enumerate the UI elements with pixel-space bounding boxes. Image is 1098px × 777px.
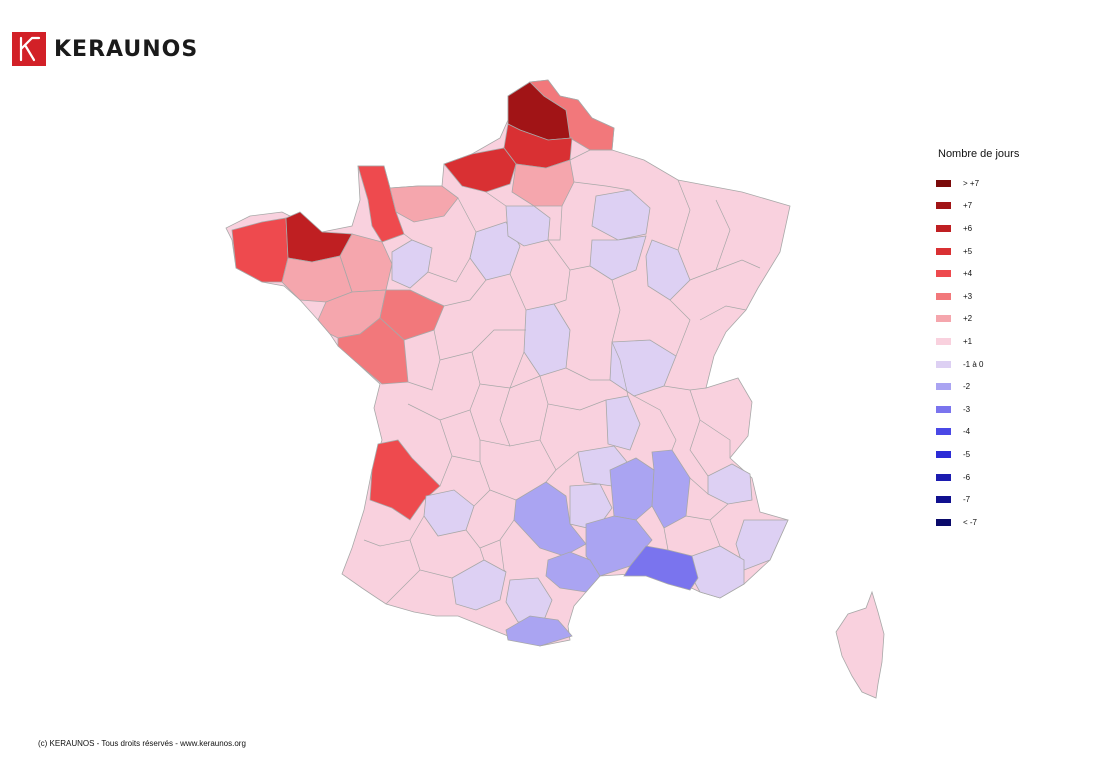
keraunos-logo-icon (12, 32, 46, 66)
legend-swatch (936, 247, 951, 255)
legend-label: -1 à 0 (963, 359, 984, 369)
legend-item: +6 (936, 217, 1019, 240)
legend-swatch (936, 270, 951, 278)
legend-label: > +7 (963, 178, 980, 188)
legend-item: -7 (936, 488, 1019, 511)
legend-item: -4 (936, 421, 1019, 444)
department-bouches-du-rhone (623, 545, 699, 591)
legend-swatch (936, 405, 951, 413)
legend-item: +7 (936, 195, 1019, 218)
legend-item: < -7 (936, 511, 1019, 534)
legend-swatch (936, 337, 951, 345)
legend-item: -6 (936, 466, 1019, 489)
brand-name: KERAUNOS (54, 36, 199, 62)
legend-label: -2 (963, 382, 971, 392)
department-nord-east (529, 79, 615, 151)
keraunos-logo: KERAUNOS (12, 32, 198, 66)
legend-item: +2 (936, 308, 1019, 331)
legend-swatch (936, 179, 951, 187)
legend-label: < -7 (963, 517, 978, 527)
legend-label: +4 (963, 269, 973, 279)
legend-label: +5 (963, 246, 973, 256)
department-morbihan (281, 255, 353, 303)
legend-item: -5 (936, 443, 1019, 466)
legend-label: -3 (963, 404, 971, 414)
legend-item: +5 (936, 240, 1019, 263)
map-legend: Nombre de jours > +7 +7 +6 +5 +4 +3 +2 +1 -1 à 0… (936, 148, 1019, 534)
department-herault (545, 551, 601, 593)
legend-swatch (936, 383, 951, 391)
corsica (835, 590, 885, 699)
legend-label: -6 (963, 472, 971, 482)
legend-label: +6 (963, 223, 973, 233)
legend-swatch (936, 360, 951, 368)
legend-label: +7 (963, 201, 973, 211)
legend-label: +3 (963, 291, 973, 301)
department-borders (363, 149, 761, 605)
legend-items: > +7 +7 +6 +5 +4 +3 +2 +1 -1 à 0 -2 -3 -4 -5 -6 -7 < -7 (936, 172, 1019, 534)
legend-item: -3 (936, 398, 1019, 421)
legend-label: +1 (963, 336, 973, 346)
legend-item: +1 (936, 330, 1019, 353)
department-calvados (389, 185, 459, 223)
legend-item: +4 (936, 262, 1019, 285)
department-oise (511, 159, 575, 207)
legend-swatch (936, 315, 951, 323)
department-finistere (231, 217, 289, 283)
legend-label: +2 (963, 314, 973, 324)
legend-item: +3 (936, 285, 1019, 308)
legend-item: > +7 (936, 172, 1019, 195)
legend-item: -2 (936, 375, 1019, 398)
department-gironde (369, 439, 441, 521)
copyright-footer: (c) KERAUNOS - Tous droits réservés - ww… (38, 739, 246, 748)
legend-title: Nombre de jours (938, 148, 1020, 160)
legend-swatch (936, 496, 951, 504)
legend-swatch (936, 202, 951, 210)
department-alpes-maritimes (735, 519, 789, 571)
legend-label: -7 (963, 495, 971, 505)
legend-swatch (936, 224, 951, 232)
legend-item: -1 à 0 (936, 353, 1019, 376)
legend-label: -4 (963, 427, 971, 437)
legend-swatch (936, 518, 951, 526)
legend-label: -5 (963, 449, 971, 459)
department-loire (605, 395, 641, 451)
legend-swatch (936, 292, 951, 300)
legend-swatch (936, 473, 951, 481)
department-pyrenees-orientales (505, 615, 573, 647)
department-drome (651, 449, 691, 529)
legend-swatch (936, 428, 951, 436)
department-seine-maritime (443, 147, 517, 193)
legend-swatch (936, 450, 951, 458)
